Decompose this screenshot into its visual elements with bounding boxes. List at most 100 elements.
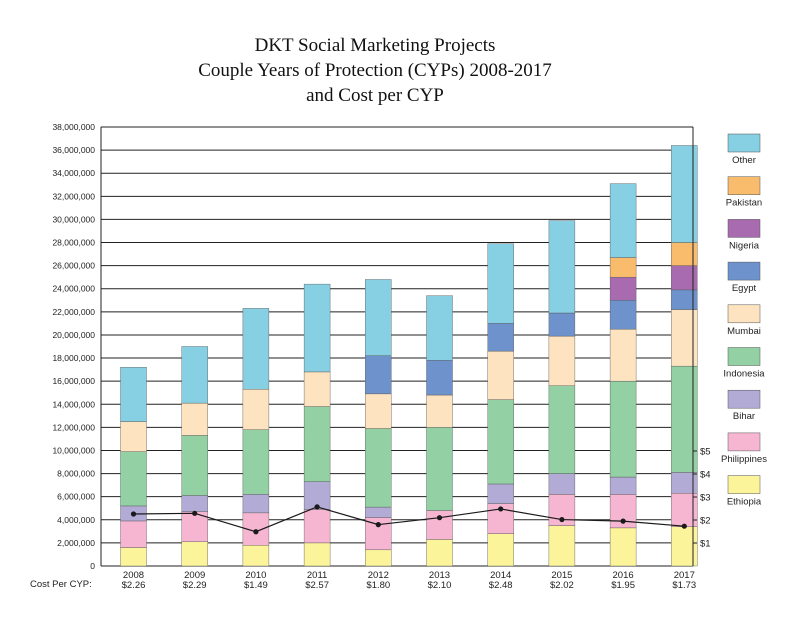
cost-axis-label: $2 [700,516,711,527]
y-tick-label: 30,000,000 [52,214,95,224]
y-tick-label: 4,000,000 [57,515,95,525]
x-tick-label: 2012 [368,570,389,581]
bar-segment-indonesia [120,451,147,507]
bar-segment-other [120,367,147,422]
x-tick-label: 2010 [245,570,266,581]
y-tick-label: 32,000,000 [52,191,95,201]
bar-segment-other [303,283,331,373]
y-axis: 0 2,000,000 4,000,000 6,000,000 8,000,000 10,… [52,122,102,571]
chart-title-line-2: Couple Years of Protection (CYPs) 2008-2… [198,60,552,81]
cost-label: $1.73 [672,580,696,591]
legend-swatch [727,133,761,153]
bar-segment-indonesia [365,428,392,508]
legend-swatch [727,261,761,281]
bar-segment-pakistan [609,257,637,278]
legend-swatch [727,475,761,494]
bar-segment-egypt [609,300,637,330]
cost-axis-label: $4 [700,470,711,481]
bar-segment-other [609,183,637,258]
legend-label: Philippines [721,454,767,465]
y-tick-label: 2,000,000 [57,538,95,548]
y-tick-label: 12,000,000 [52,422,95,432]
bar-segment-bihar [242,494,270,514]
y-tick-label: 34,000,000 [52,168,95,178]
cost-label: $2.26 [122,580,146,591]
bar-segment-ethiopia [242,545,270,567]
bar-segment-other [181,346,208,404]
cost-point [681,523,687,529]
bar-segment-indonesia [548,385,576,474]
x-tick-label: 2011 [307,570,327,581]
legend-swatch [727,347,761,366]
bar-segment-mumbai [548,335,576,386]
bar-segment-ethiopia [609,527,637,567]
x-tick-label: 2015 [551,570,572,581]
x-axis: Cost Per CYP: 2008$2.26 2009$2.29 2010$1.49… [30,570,696,591]
y-tick-label: 38,000,000 [52,122,95,132]
legend-swatch [727,219,761,238]
bar-segment-egypt [548,312,576,337]
bar-segment-indonesia [242,429,270,495]
bar-segment-indonesia [303,406,331,482]
legend: Other Pakistan Nigeria Egypt Mumbai Indonesia… [721,133,767,508]
cost-axis-label: $3 [700,493,711,504]
x-tick-label: 2008 [123,570,144,581]
x-tick-label: 2017 [674,570,695,581]
bar-segment-mumbai [365,393,392,429]
bar-segment-ethiopia [487,533,514,567]
bar-segment-mumbai [303,371,331,407]
cost-axis-label: $1 [700,539,711,550]
y-tick-label: 20,000,000 [52,330,95,340]
bar-segment-ethiopia [120,547,147,567]
bar-segment-bihar [181,495,208,512]
y-tick-label: 18,000,000 [52,353,95,363]
legend-label: Pakistan [726,198,762,209]
legend-swatch [727,304,761,324]
cost-point [436,515,443,521]
cost-label: $1.95 [611,580,635,591]
bar-segment-indonesia [609,380,637,478]
x-tick-label: 2014 [490,570,511,581]
bar-segment-mumbai [487,350,514,400]
y-tick-label: 28,000,000 [52,238,95,248]
bar-segment-other [365,279,392,356]
x-tick-label: 2009 [184,570,205,581]
legend-label: Ethiopia [727,497,762,508]
cost-point [192,510,198,516]
bar-segment-other [548,220,576,314]
y-tick-label: 36,000,000 [52,145,95,155]
bar-segment-bihar [609,476,637,495]
y-tick-label: 26,000,000 [52,261,95,271]
cost-line [130,504,687,535]
bar-segment-ethiopia [426,539,453,567]
cost-point [314,504,320,510]
cost-label: $2.48 [489,580,513,591]
y-tick-label: 10,000,000 [52,445,95,455]
y-tick-label: 14,000,000 [52,399,95,409]
chart-title: DKT Social Marketing Projects Couple Yea… [100,33,650,108]
cost-point [130,511,137,517]
cost-label: $1.80 [366,580,390,591]
bar-segment-egypt [487,323,514,352]
y-tick-label: 8,000,000 [57,469,95,479]
bar-segment-ethiopia [303,542,331,567]
bar-segment-ethiopia [181,541,208,567]
bars [120,145,698,567]
cost-point [498,506,504,512]
cost-label: $2.10 [428,580,452,591]
bar-segment-bihar [487,483,514,504]
cost-line-path [133,506,685,533]
bar-segment-mumbai [242,389,270,430]
bar-segment-egypt [426,360,453,396]
x-tick-label: 2013 [429,570,450,581]
bar-segment-indonesia [181,435,208,496]
cost-point [253,529,259,535]
y-tick-label: 22,000,000 [52,307,95,317]
legend-label: Indonesia [723,369,765,380]
bar-segment-philippines [181,511,208,542]
legend-label: Bihar [733,411,755,422]
cost-axis-label: $5 [700,447,711,458]
cost-point [620,518,626,524]
chart-title-line-1: DKT Social Marketing Projects [254,35,496,56]
